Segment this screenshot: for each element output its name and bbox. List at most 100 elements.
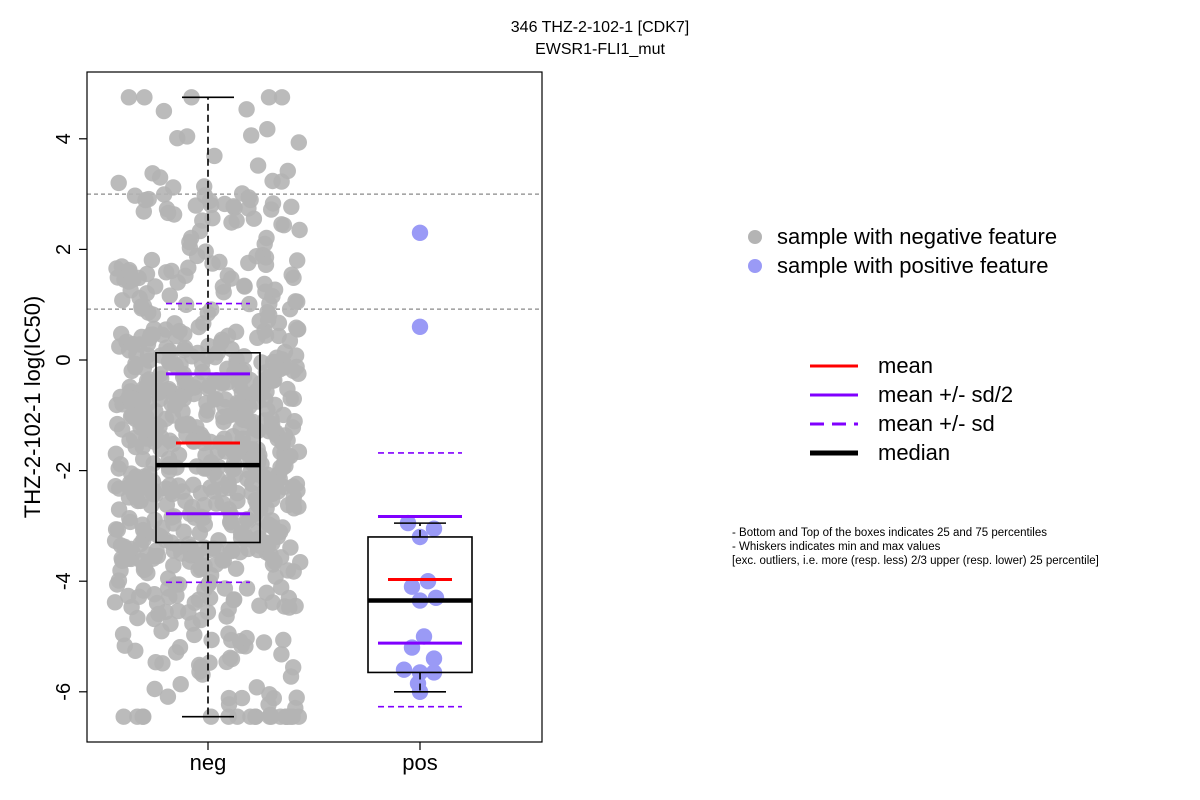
neg-sample-point xyxy=(172,676,189,693)
reference-lines xyxy=(87,193,542,310)
neg-sample-point xyxy=(121,264,138,281)
neg-sample-point xyxy=(164,435,182,453)
y-tick-label: -2 xyxy=(53,462,75,480)
legend-item-mean: mean xyxy=(810,351,1013,380)
legend-item-sd: mean +/- sd xyxy=(810,409,1013,438)
neg-sample-point xyxy=(132,535,149,553)
neg-sample-point xyxy=(203,301,220,318)
neg-sample-point xyxy=(205,483,222,500)
neg-sample-point xyxy=(289,252,306,269)
y-tick-label: 4 xyxy=(53,133,75,144)
neg-sample-point xyxy=(292,554,309,571)
neg-sample-point xyxy=(112,456,129,473)
neg-sample-point xyxy=(144,306,162,323)
neg-sample-point xyxy=(213,331,231,348)
neg-sample-point xyxy=(196,516,213,533)
neg-sample-point xyxy=(240,189,257,206)
x-category-label-neg: neg xyxy=(190,750,227,775)
neg-sample-point xyxy=(274,434,291,451)
note-line-3: [exc. outliers, i.e. more (resp. less) 2… xyxy=(732,555,1099,567)
neg-sample-point xyxy=(282,390,299,407)
sd-line-icon xyxy=(810,422,858,425)
neg-sample-point xyxy=(129,609,146,627)
neg-sample-point xyxy=(259,121,276,138)
neg-sample-point xyxy=(116,637,133,654)
legend-label-sd: mean +/- sd xyxy=(878,410,995,436)
neg-sample-point xyxy=(282,539,299,556)
neg-sample-point xyxy=(127,438,144,456)
neg-sample-point xyxy=(264,556,282,573)
neg-sample-point xyxy=(120,89,138,106)
neg-sample-point xyxy=(282,668,300,685)
neg-sample-point xyxy=(125,486,143,503)
neg-sample-point xyxy=(285,488,303,505)
neg-sample-point xyxy=(251,597,268,614)
chart-title-line1: 346 THZ-2-102-1 [CDK7] xyxy=(510,19,690,36)
neg-sample-point xyxy=(128,346,145,363)
neg-sample-point xyxy=(165,179,182,196)
legend-label-mean: mean xyxy=(878,352,934,378)
neg-sample-point xyxy=(261,686,278,703)
neg-sample-point xyxy=(123,362,140,380)
neg-sample-point xyxy=(290,134,307,151)
neg-sample-point xyxy=(147,278,164,295)
neg-sample-point xyxy=(220,696,238,713)
neg-sample-point xyxy=(275,406,292,424)
neg-sample-point xyxy=(240,254,257,272)
neg-sample-point xyxy=(243,127,260,144)
neg-sample-point xyxy=(260,89,278,106)
neg-sample-point xyxy=(174,483,191,500)
neg-sample-point xyxy=(121,513,139,531)
neg-sample-point xyxy=(144,419,161,436)
neg-sample-point xyxy=(159,688,177,705)
neg-sample-point xyxy=(283,198,300,215)
neg-sample-point xyxy=(217,391,234,408)
points-legend: sample with negative feature sample with… xyxy=(748,222,1057,280)
neg-sample-point xyxy=(122,408,140,425)
neg-sample-point xyxy=(249,157,267,174)
neg-sample-point xyxy=(238,580,256,597)
neg-sample-point xyxy=(256,275,273,293)
median-line-icon xyxy=(810,450,858,455)
neg-sample-point xyxy=(146,680,163,698)
legend-item-median: median xyxy=(810,438,1013,467)
note-line-2: - Whiskers indicates min and max values xyxy=(732,541,941,553)
neg-sample-point xyxy=(245,210,263,227)
neg-sample-point xyxy=(130,588,148,605)
neg-sample-point xyxy=(202,454,220,471)
neg-sample-point xyxy=(279,562,297,579)
neg-sample-point xyxy=(196,178,213,195)
neg-sample-point xyxy=(194,666,211,683)
neg-sample-point xyxy=(261,295,278,312)
neg-sample-point xyxy=(114,292,131,309)
neg-sample-point xyxy=(257,327,275,344)
neg-sample-point xyxy=(206,373,223,390)
neg-sample-point xyxy=(206,147,223,165)
neg-sample-point xyxy=(257,256,275,273)
neg-sample-point xyxy=(216,580,234,597)
neg-sample-point xyxy=(222,513,239,530)
box-elements xyxy=(155,96,473,718)
neg-sample-point xyxy=(162,615,179,632)
neg-sample-point xyxy=(111,480,128,497)
neg-sample-point xyxy=(220,479,238,497)
legend-item-half-sd: mean +/- sd/2 xyxy=(810,380,1013,409)
neg-sample-point xyxy=(126,187,144,204)
neg-sample-point xyxy=(180,259,197,276)
neg-sample-point xyxy=(185,385,203,403)
neg-sample-point xyxy=(106,594,124,611)
neg-sample-point xyxy=(225,443,242,461)
neg-sample-point xyxy=(176,325,193,343)
pos-sample-point xyxy=(411,224,429,241)
neg-sample-point xyxy=(134,400,151,417)
neg-sample-point xyxy=(248,679,265,696)
data-points xyxy=(106,89,445,725)
neg-sample-point xyxy=(236,277,253,294)
neg-sample-point xyxy=(223,214,240,231)
y-axis-label: THZ-2-102-1 log(IC50) xyxy=(20,296,45,519)
legend-label-positive: sample with positive feature xyxy=(777,252,1049,278)
neg-sample-point xyxy=(211,253,228,271)
neg-sample-point xyxy=(291,221,308,239)
pos-sample-point xyxy=(395,661,413,678)
pos-sample-point xyxy=(427,589,445,606)
